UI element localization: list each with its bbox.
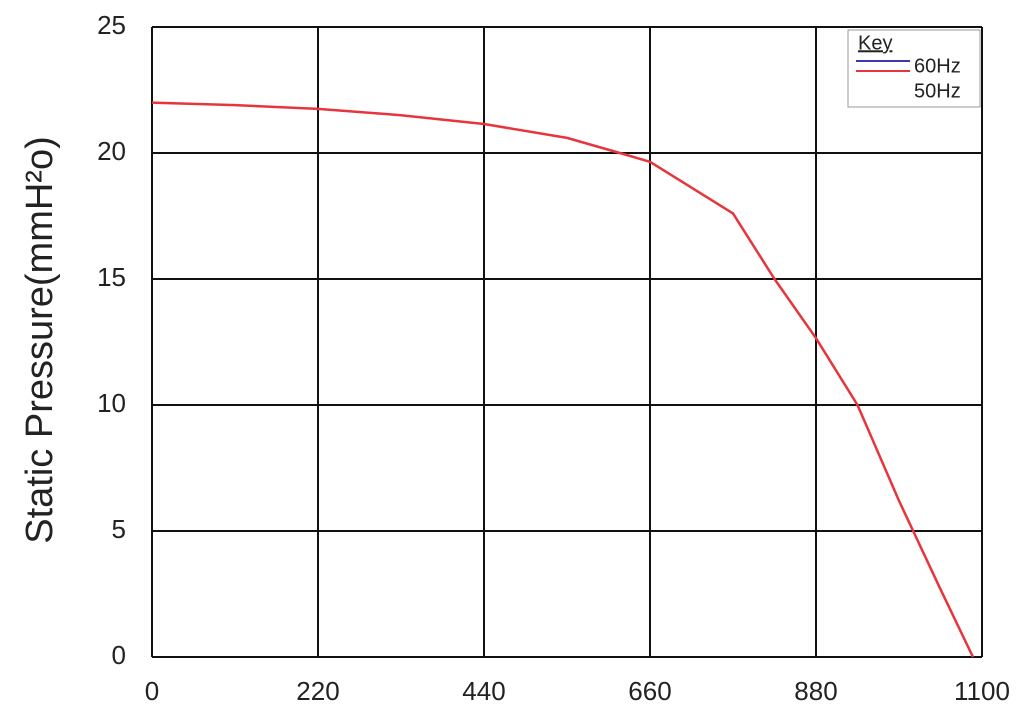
x-tick-label: 0	[145, 676, 159, 706]
x-tick-label: 220	[296, 676, 339, 706]
x-tick-label: 660	[628, 676, 671, 706]
legend-box	[847, 29, 981, 108]
legend-title: Key	[858, 32, 892, 54]
legend-label: 60Hz	[914, 55, 961, 77]
series-line	[151, 101, 975, 658]
y-tick-label: 0	[112, 640, 126, 670]
y-tick-label: 5	[112, 514, 126, 544]
y-axis-label: Static Pressure(mmH²o)	[19, 136, 61, 544]
x-tick-label: 440	[462, 676, 505, 706]
x-tick-label: 1100	[954, 676, 1010, 706]
y-tick-label: 20	[97, 136, 126, 166]
legend-label: 50Hz	[914, 80, 961, 102]
x-tick-label: 880	[794, 676, 837, 706]
y-tick-label: 25	[97, 10, 126, 40]
y-tick-label: 10	[97, 388, 126, 418]
y-tick-label: 15	[97, 262, 126, 292]
